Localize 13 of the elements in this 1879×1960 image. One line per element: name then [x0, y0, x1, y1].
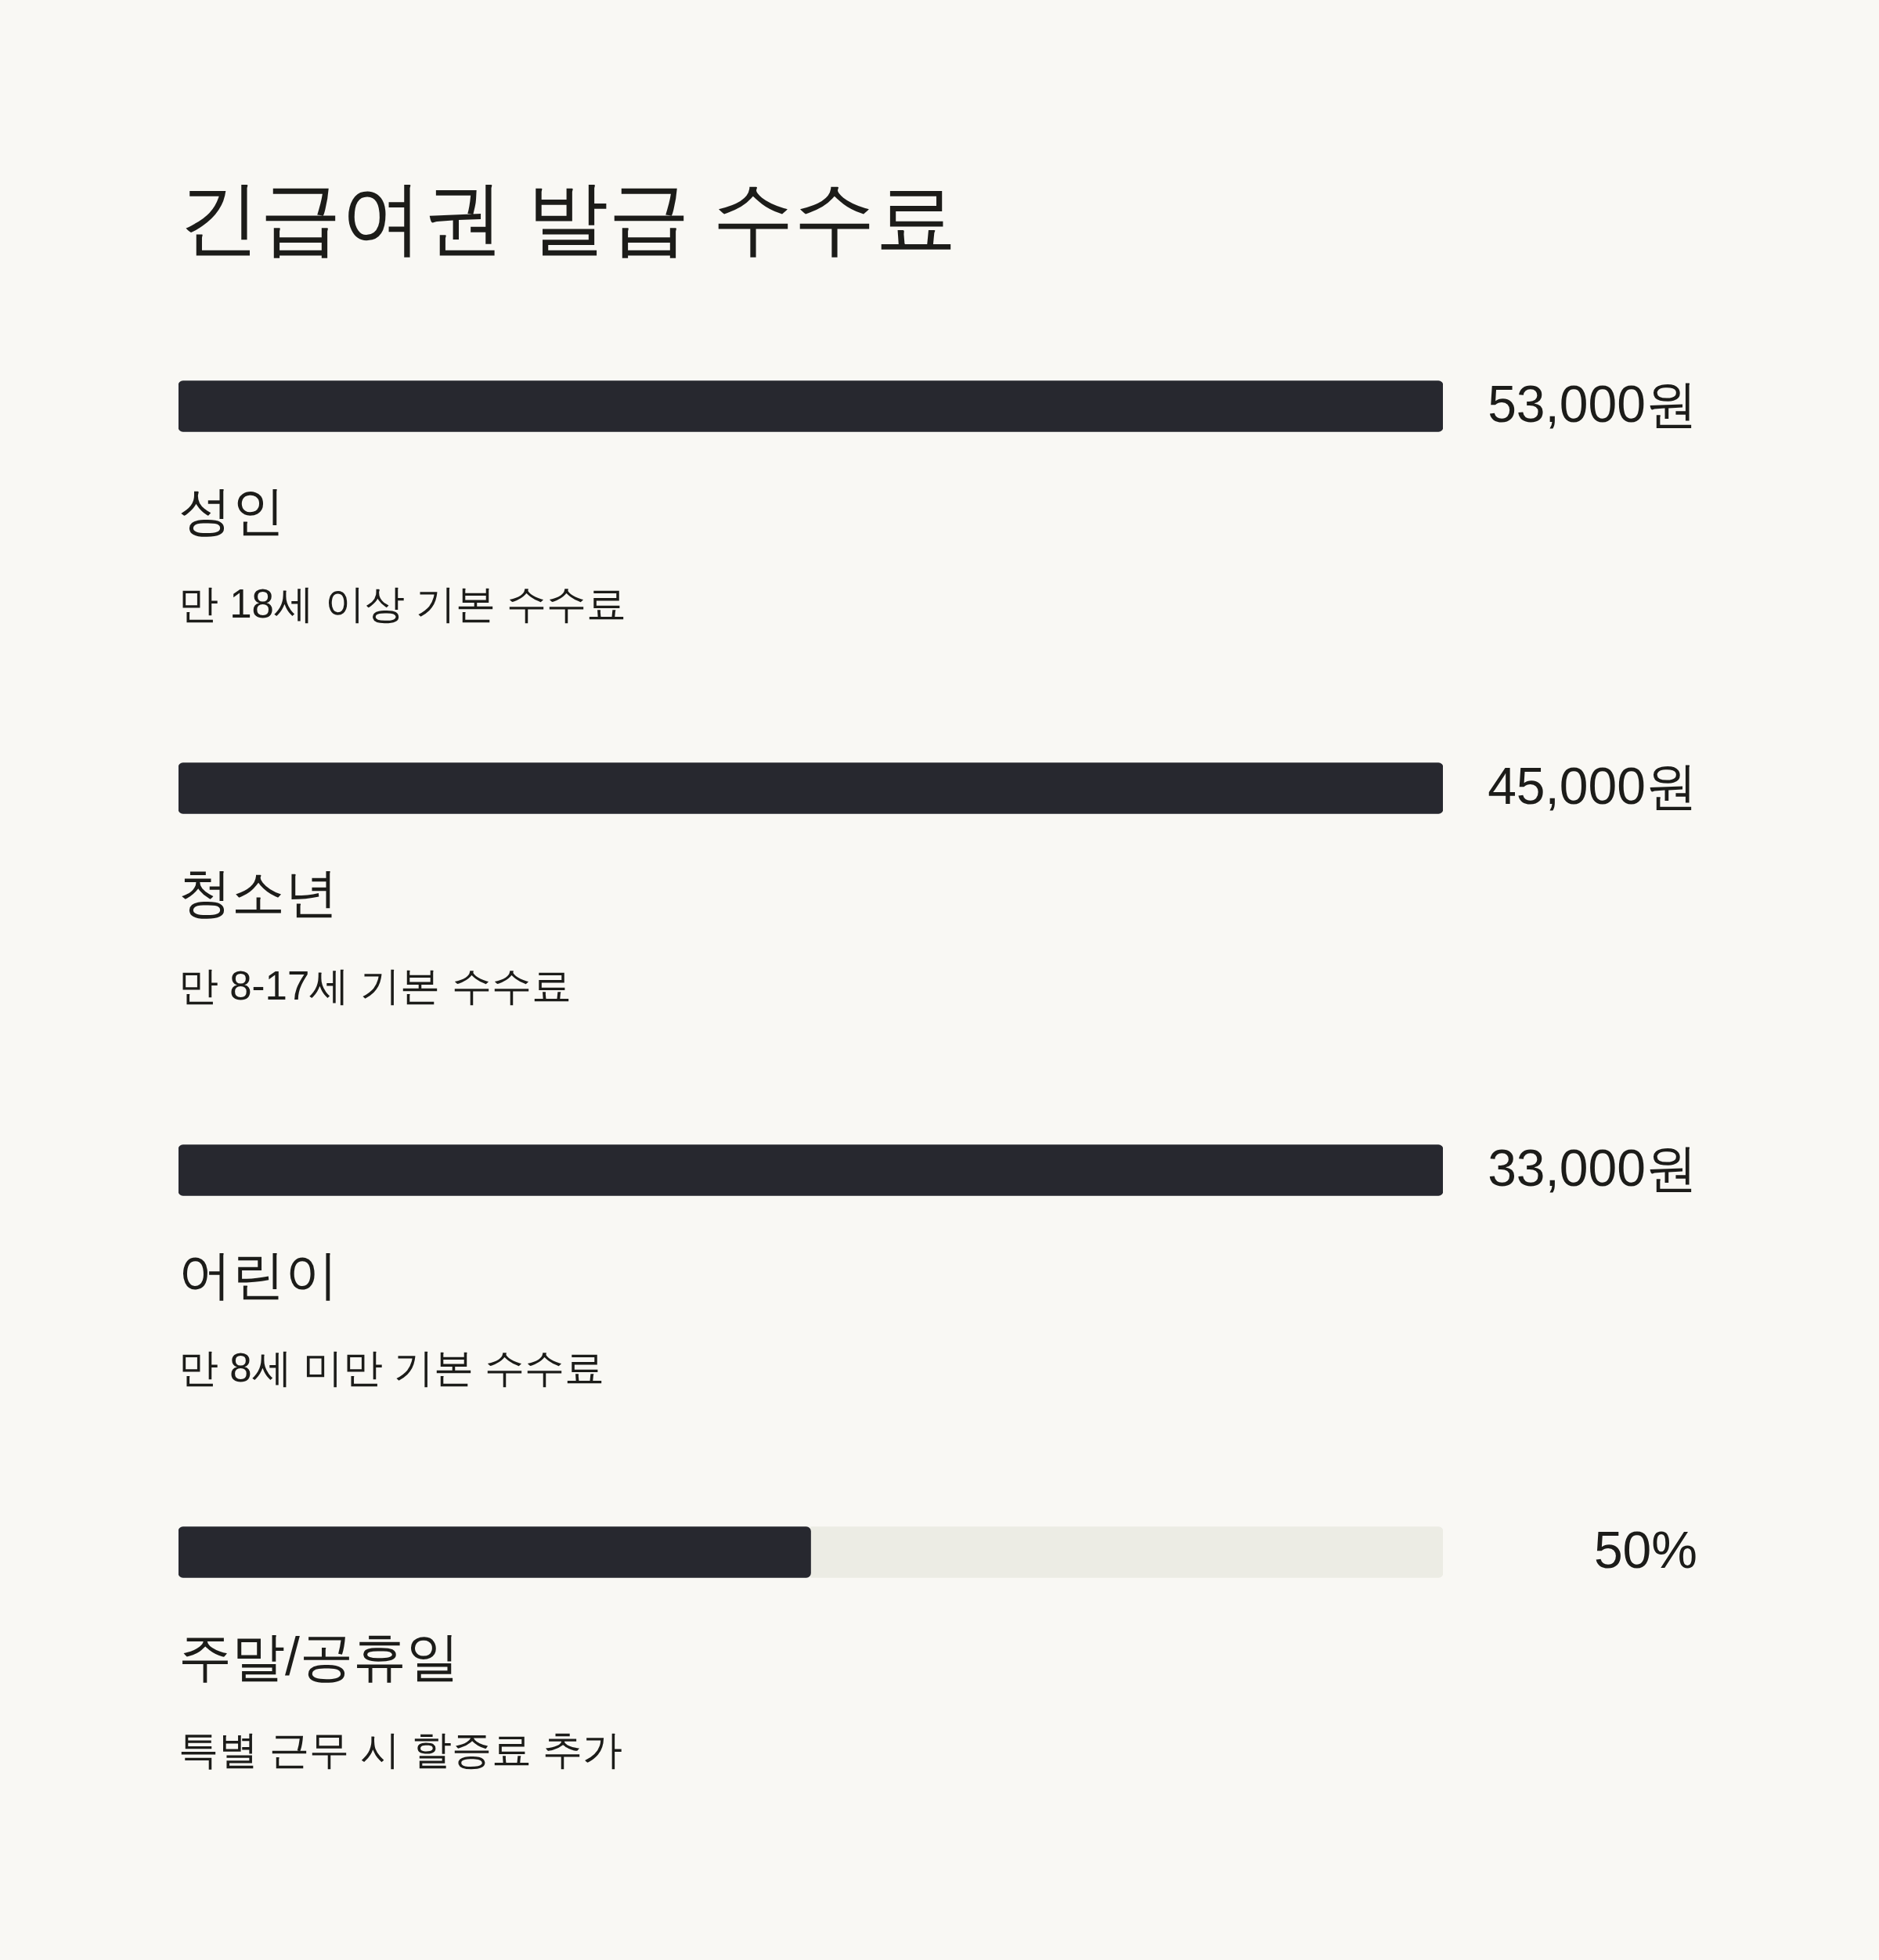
annotation: 만 8-17세 기본 수수료 [179, 964, 572, 1009]
text: 53,000원 [1488, 375, 1697, 434]
y-tick-label: 주말/공휴일 [179, 1626, 460, 1686]
text: 50% [1593, 1521, 1697, 1580]
annotation: 만 18세 이상 기본 수수료 [179, 582, 627, 627]
text: 45,000원 [1488, 757, 1697, 816]
y-tick-label: 성인 [179, 480, 285, 540]
annotation: 만 8세 미만 기본 수수료 [179, 1346, 605, 1391]
text: 33,000원 [1488, 1139, 1697, 1198]
annotation: 특별 근무 시 할증료 추가 [179, 1728, 622, 1773]
y-tick-label: 어린이 [179, 1244, 338, 1304]
chart-title: 긴급여권 발급 수수료 [179, 171, 957, 263]
y-tick-label: 청소년 [179, 862, 338, 922]
